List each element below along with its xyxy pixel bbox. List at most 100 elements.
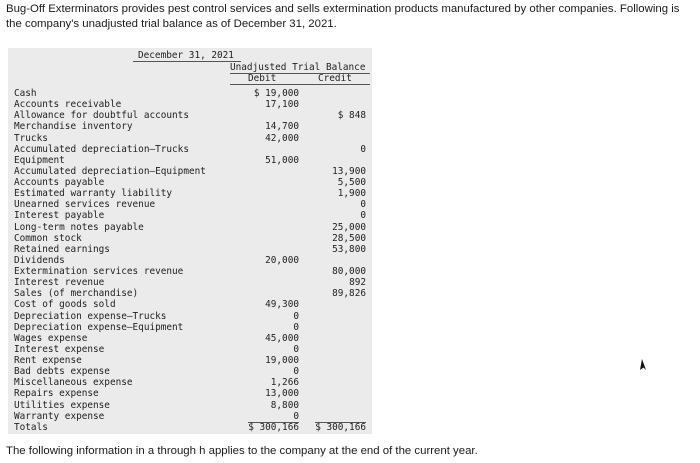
account-name: Utilities expense	[14, 399, 110, 411]
account-name: Accounts receivable	[14, 99, 122, 111]
account-name: Cost of goods sold	[14, 299, 116, 311]
account-name: Warranty expense	[14, 410, 105, 422]
title-underline	[230, 73, 370, 74]
credit-amount: 13,900	[332, 165, 366, 177]
account-name: Totals	[14, 421, 48, 433]
debit-amount: 20,000	[265, 254, 299, 266]
account-name: Cash	[14, 88, 37, 99]
table-row: Depreciation expense—Trucks 0	[8, 311, 372, 322]
account-name: Sales (of merchandise)	[14, 288, 139, 300]
table-row: Repairs expense 13,000	[8, 388, 372, 399]
table-row: Unearned services revenue 0	[8, 199, 372, 210]
debit-header: Debit	[248, 73, 277, 84]
debit-amount: 8,800	[270, 399, 299, 411]
account-name: Depreciation expense—Trucks	[14, 310, 167, 322]
account-name: Common stock	[14, 232, 82, 244]
account-name: Interest payable	[14, 210, 105, 222]
debit-amount: 13,000	[265, 388, 299, 400]
credit-amount: 89,826	[332, 288, 366, 300]
intro-paragraph: Bug-Off Exterminators provides pest cont…	[6, 2, 700, 32]
table-row: Rent expense 19,000	[8, 355, 372, 366]
credit-amount: 80,000	[332, 266, 366, 277]
table-row: Cash $ 19,000	[8, 88, 372, 99]
account-name: Interest expense	[14, 343, 105, 355]
credit-amount: $ 848	[337, 110, 366, 122]
footer-paragraph: The following information in a through h…	[6, 444, 478, 459]
account-name: Rent expense	[14, 355, 82, 366]
credit-amount: $ 300,166	[315, 421, 366, 433]
credit-header: Credit	[318, 73, 352, 84]
account-name: Equipment	[14, 154, 65, 166]
table-row: Allowance for doubtful accounts $ 848	[8, 110, 372, 121]
table-row: Interest expense 0	[8, 344, 372, 355]
trial-balance-rows: Cash $ 19,000 Accounts receivable 17,100 All…	[8, 88, 372, 433]
credit-amount: 53,800	[332, 243, 366, 255]
table-row: Accounts receivable 17,100	[8, 99, 372, 110]
debit-amount: 0	[293, 366, 299, 378]
account-name: Estimated warranty liability	[14, 188, 173, 200]
table-row: Trucks 42,000	[8, 133, 372, 144]
intro-line-1: Bug-Off Exterminators provides pest cont…	[6, 3, 680, 15]
debit-amount: $ 19,000	[253, 88, 299, 99]
account-name: Wages expense	[14, 332, 88, 344]
debit-amount: 1,266	[270, 377, 299, 389]
debit-amount: 0	[293, 410, 299, 422]
account-name: Miscellaneous expense	[14, 377, 133, 389]
account-name: Merchandise inventory	[14, 121, 133, 133]
table-row: Miscellaneous expense 1,266	[8, 377, 372, 388]
debit-amount: $ 300,166	[248, 421, 299, 433]
debit-amount: 0	[293, 343, 299, 355]
debit-amount: 42,000	[265, 132, 299, 144]
account-name: Dividends	[14, 254, 65, 266]
debit-amount: 51,000	[265, 154, 299, 166]
table-row: Interest revenue 892	[8, 277, 372, 288]
table-row: Utilities expense 8,800	[8, 400, 372, 411]
date-label: December 31, 2021	[138, 50, 234, 61]
mouse-pointer-icon	[640, 359, 646, 370]
account-name: Depreciation expense—Equipment	[14, 321, 184, 333]
credit-amount: 5,500	[337, 177, 366, 188]
account-name: Allowance for doubtful accounts	[14, 110, 189, 122]
table-row: Dividends 20,000	[8, 255, 372, 266]
footer-text: The following information in a through h…	[6, 445, 478, 457]
table-row: Long-term notes payable 25,000	[8, 222, 372, 233]
debit-amount: 0	[293, 310, 299, 322]
credit-amount: 0	[360, 143, 366, 155]
debit-amount: 19,000	[265, 355, 299, 366]
table-row: Accounts payable 5,500	[8, 177, 372, 188]
table-row: Bad debts expense 0	[8, 366, 372, 377]
table-row: Merchandise inventory 14,700	[8, 121, 372, 132]
table-row: Sales (of merchandise) 89,826	[8, 288, 372, 299]
table-title: Unadjusted Trial Balance	[230, 62, 366, 73]
account-name: Unearned services revenue	[14, 199, 156, 211]
account-name: Accounts payable	[14, 177, 105, 188]
credit-amount: 0	[360, 199, 366, 211]
debit-amount: 45,000	[265, 332, 299, 344]
table-row: Extermination services revenue 80,000	[8, 266, 372, 277]
account-name: Accumulated depreciation—Equipment	[14, 165, 206, 177]
debit-amount: 14,700	[265, 121, 299, 133]
account-name: Repairs expense	[14, 388, 99, 400]
table-row: Wages expense 45,000	[8, 333, 372, 344]
credit-amount: 25,000	[332, 221, 366, 233]
table-row: Cost of goods sold 49,300	[8, 299, 372, 310]
credit-amount: 28,500	[332, 232, 366, 244]
account-name: Retained earnings	[14, 243, 110, 255]
credit-amount: 0	[360, 210, 366, 222]
account-name: Interest revenue	[14, 277, 105, 289]
table-row: Depreciation expense—Equipment 0	[8, 322, 372, 333]
debit-amount: 49,300	[265, 299, 299, 311]
account-name: Trucks	[14, 132, 48, 144]
account-name: Accumulated depreciation—Trucks	[14, 143, 189, 155]
credit-amount: 892	[349, 277, 366, 289]
table-row: Estimated warranty liability 1,900	[8, 188, 372, 199]
account-name: Bad debts expense	[14, 366, 110, 378]
account-name: Extermination services revenue	[14, 266, 184, 277]
debit-amount: 0	[293, 321, 299, 333]
table-row: Accumulated depreciation—Equipment 13,900	[8, 166, 372, 177]
table-row: Interest payable 0	[8, 210, 372, 221]
debit-amount: 17,100	[265, 99, 299, 111]
table-row: Warranty expense 0	[8, 411, 372, 422]
table-row: Accumulated depreciation—Trucks 0	[8, 144, 372, 155]
header-underline	[230, 84, 370, 85]
